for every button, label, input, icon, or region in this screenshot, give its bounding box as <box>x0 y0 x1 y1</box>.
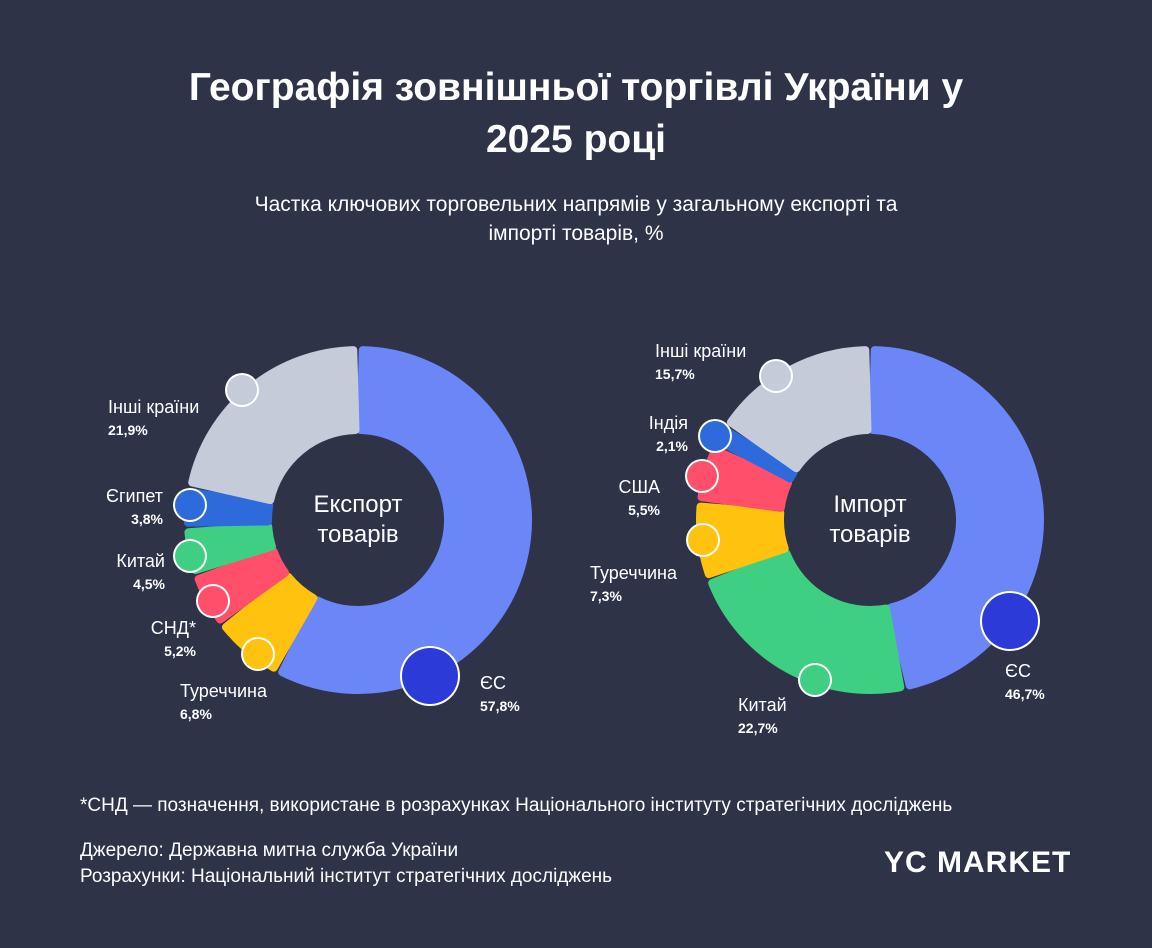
segment-label: Єгипет 3,8% <box>106 485 163 531</box>
value-label: 2,1% <box>656 438 688 454</box>
value-label: 6,8% <box>180 706 212 722</box>
icon-fill <box>402 648 458 704</box>
icon-fill <box>700 421 730 451</box>
center-label: Імпорт товарів <box>829 491 911 548</box>
segment-label: Туреччина 7,3% <box>590 562 677 608</box>
segment-label: Інші країни 21,9% <box>108 396 199 442</box>
subtitle: Частка ключових торговельних напрямів у … <box>254 193 898 245</box>
icon-fill <box>243 639 273 669</box>
value-label: 46,7% <box>1005 686 1045 702</box>
value-label: 57,8% <box>480 698 520 714</box>
calculations: Розрахунки: Національний інститут страте… <box>80 866 613 887</box>
icon-fill <box>198 586 228 616</box>
footnote: *СНД — позначення, використане в розраху… <box>80 795 953 816</box>
icon-fill <box>982 593 1038 649</box>
icon-fill <box>175 490 205 520</box>
segment-label: СНД* 5,2% <box>151 617 196 663</box>
segment-label: Туреччина 6,8% <box>180 680 267 726</box>
icon-fill <box>688 525 718 555</box>
category-name: Китай <box>116 551 165 571</box>
segment-label: США 5,5% <box>618 476 660 522</box>
category-name: Туреччина <box>590 563 677 583</box>
value-label: 21,9% <box>108 422 148 438</box>
segment-label: ЄС 46,7% <box>1005 660 1045 706</box>
category-name: ЄС <box>480 673 506 693</box>
value-label: 5,2% <box>164 643 196 659</box>
donut-segment <box>708 549 905 694</box>
segment-label: Інші країни 15,7% <box>655 340 746 386</box>
center-label: Експорт товарів <box>313 491 403 548</box>
donut-segment <box>726 346 872 473</box>
icon-fill <box>227 375 257 405</box>
logo: YC MARKET <box>884 846 1072 879</box>
icon-fill <box>175 541 205 571</box>
segment-label: Індія 2,1% <box>649 412 688 458</box>
category-name: Індія <box>648 413 688 433</box>
category-name: Туреччина <box>180 681 267 701</box>
category-name: Інші країни <box>108 397 200 417</box>
segment-label: Китай 22,7% <box>738 694 787 740</box>
value-label: 4,5% <box>133 576 165 592</box>
category-name: Єгипет <box>106 486 163 506</box>
segment-label: Китай 4,5% <box>116 550 165 596</box>
category-name: ЄС <box>1005 661 1031 681</box>
value-label: 5,5% <box>628 502 660 518</box>
icon-fill <box>761 361 791 391</box>
category-name: СНД* <box>150 618 196 638</box>
donut-segment <box>278 346 532 694</box>
value-label: 15,7% <box>655 366 695 382</box>
donut-segment <box>188 346 360 505</box>
category-name: США <box>618 477 660 497</box>
segment-label: ЄС 57,8% <box>480 672 520 718</box>
icon-fill <box>800 665 830 695</box>
value-label: 3,8% <box>131 511 163 527</box>
source: Джерело: Державна митна служба України <box>80 840 459 861</box>
title: Географія зовнішньої торгівлі України у … <box>188 66 964 161</box>
value-label: 7,3% <box>590 588 622 604</box>
category-name: Китай <box>738 695 787 715</box>
category-name: Інші країни <box>655 341 747 361</box>
value-label: 22,7% <box>738 720 778 736</box>
icon-fill <box>687 461 717 491</box>
